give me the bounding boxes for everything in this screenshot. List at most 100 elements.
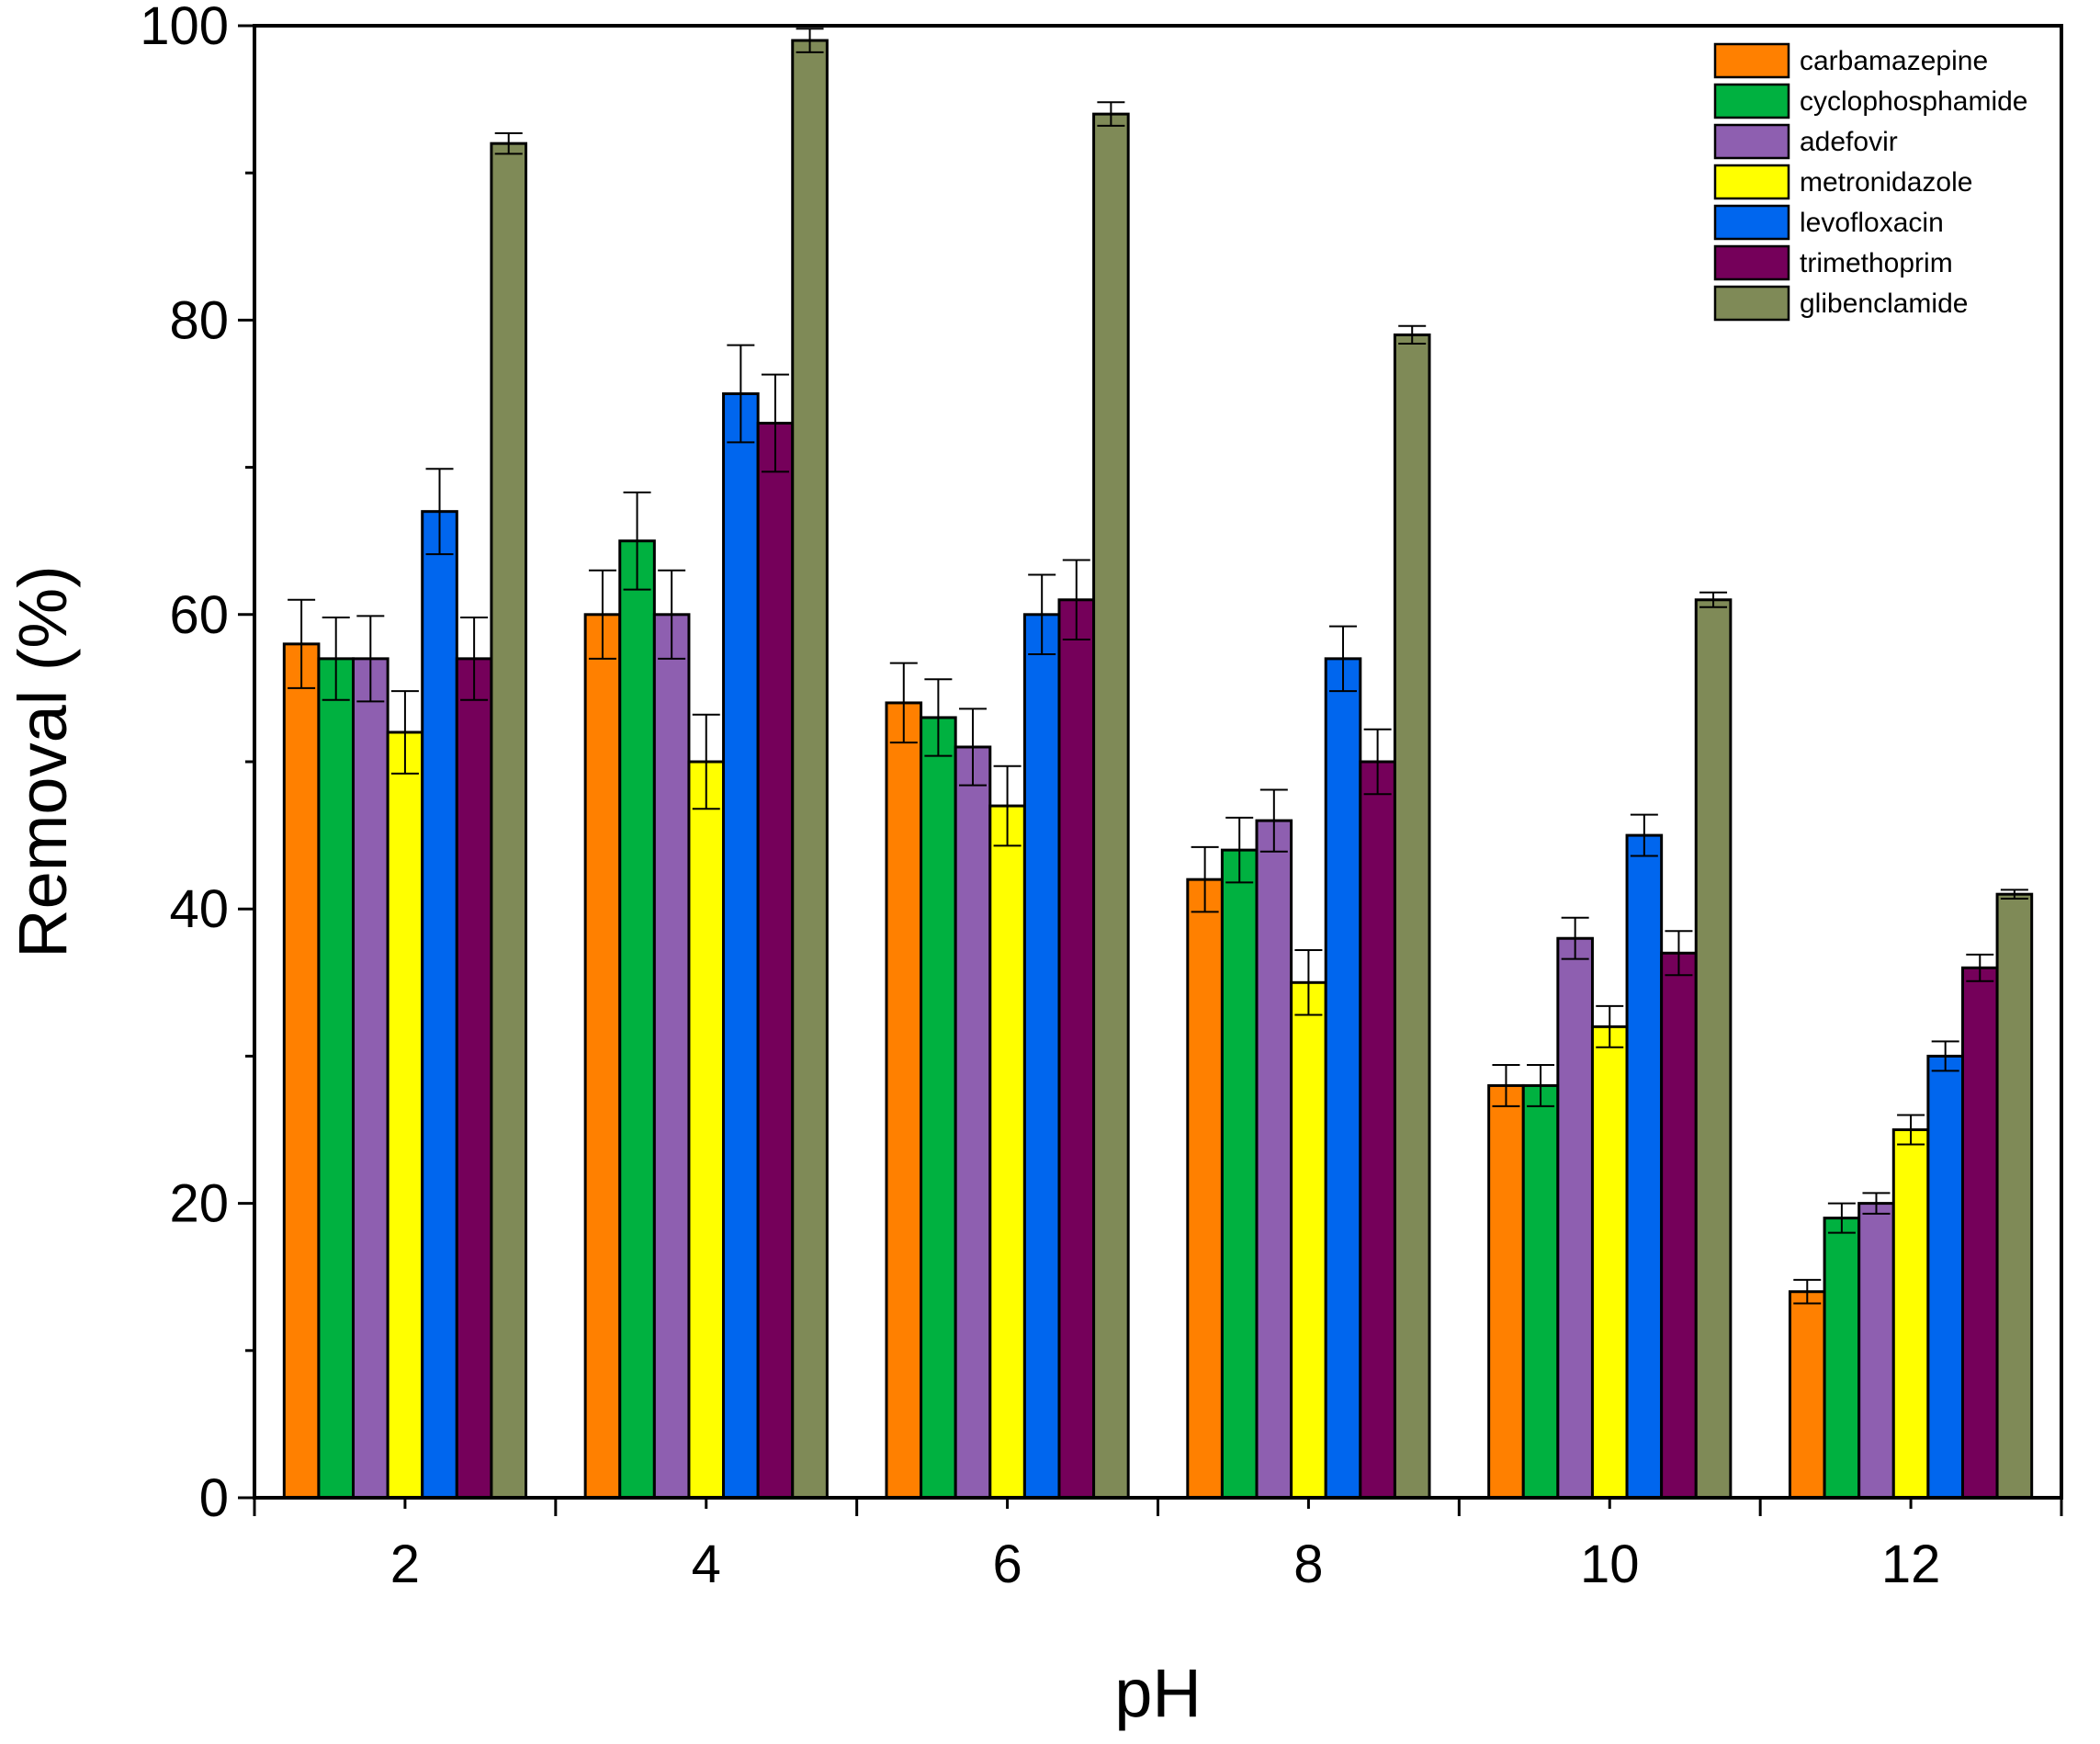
error-bar-glibenclamide-ph-6 xyxy=(1097,101,1125,127)
error-bar-metronidazole-ph-12 xyxy=(1897,1114,1925,1146)
bar-trimethoprim-ph-6 xyxy=(1057,598,1096,1500)
bar-cyclophosphamide-ph-6 xyxy=(920,716,957,1500)
bar-carbamazepine-ph-8 xyxy=(1186,878,1224,1500)
error-bar-trimethoprim-ph-12 xyxy=(1966,953,1994,982)
error-bar-levofloxacin-ph-6 xyxy=(1028,573,1056,656)
error-bar-cyclophosphamide-ph-4 xyxy=(623,491,651,591)
x-tick-label-4: 4 xyxy=(692,1534,721,1594)
y-tick-label-100: 100 xyxy=(140,0,229,56)
bar-cyclophosphamide-ph-12 xyxy=(1823,1217,1861,1500)
y-axis-title: Removal (%) xyxy=(5,565,81,958)
bar-glibenclamide-ph-6 xyxy=(1092,112,1130,1500)
axes-layer: 0 20 40 60 80 100 2 4 6 8 10 12 xyxy=(140,0,2063,1594)
legend-label-carbamazepine: carbamazepine xyxy=(1800,46,1988,76)
error-bar-adefovir-ph-12 xyxy=(1862,1192,1891,1215)
bar-carbamazepine-ph-6 xyxy=(885,701,923,1500)
bar-cyclophosphamide-ph-2 xyxy=(317,657,356,1500)
error-bar-metronidazole-ph-8 xyxy=(1294,949,1323,1016)
bar-adefovir-ph-12 xyxy=(1857,1202,1895,1500)
error-bar-carbamazepine-ph-6 xyxy=(889,662,918,744)
error-bar-cyclophosphamide-ph-2 xyxy=(322,617,350,701)
x-tick-label-6: 6 xyxy=(992,1534,1022,1594)
error-bar-cyclophosphamide-ph-6 xyxy=(924,678,953,757)
y-tick-label-20: 20 xyxy=(169,1174,229,1234)
bar-adefovir-ph-4 xyxy=(652,613,691,1500)
error-bar-levofloxacin-ph-4 xyxy=(727,344,755,444)
error-bar-metronidazole-ph-10 xyxy=(1596,1004,1624,1048)
bar-levofloxacin-ph-2 xyxy=(421,510,458,1500)
bar-glibenclamide-ph-12 xyxy=(1995,892,2034,1500)
error-bar-adefovir-ph-2 xyxy=(356,615,385,703)
error-bar-adefovir-ph-4 xyxy=(658,569,686,660)
error-bar-metronidazole-ph-2 xyxy=(390,690,419,775)
bar-levofloxacin-ph-8 xyxy=(1324,657,1362,1500)
error-bar-cyclophosphamide-ph-10 xyxy=(1527,1064,1555,1107)
error-bar-carbamazepine-ph-8 xyxy=(1191,845,1219,913)
error-bar-carbamazepine-ph-10 xyxy=(1492,1064,1520,1107)
error-bar-levofloxacin-ph-2 xyxy=(425,468,454,556)
error-bar-carbamazepine-ph-2 xyxy=(288,598,316,689)
bar-glibenclamide-ph-2 xyxy=(490,142,528,1500)
bar-levofloxacin-ph-4 xyxy=(722,392,760,1500)
error-bar-cyclophosphamide-ph-12 xyxy=(1827,1202,1856,1234)
bar-carbamazepine-ph-10 xyxy=(1487,1083,1525,1500)
bar-levofloxacin-ph-10 xyxy=(1625,833,1664,1500)
bar-carbamazepine-ph-2 xyxy=(282,642,321,1500)
bar-metronidazole-ph-4 xyxy=(687,760,726,1500)
error-bar-glibenclamide-ph-8 xyxy=(1398,324,1427,345)
error-bar-trimethoprim-ph-10 xyxy=(1665,930,1693,977)
bars-layer xyxy=(282,39,2034,1500)
y-tick-label-40: 40 xyxy=(169,879,229,939)
bar-metronidazole-ph-12 xyxy=(1891,1128,1930,1500)
error-bar-glibenclamide-ph-2 xyxy=(494,131,523,155)
legend-label-glibenclamide: glibenclamide xyxy=(1800,289,1968,319)
legend-label-levofloxacin: levofloxacin xyxy=(1800,208,1944,238)
x-tick-label-2: 2 xyxy=(390,1534,420,1594)
error-bars-layer xyxy=(288,28,2028,1305)
error-bar-trimethoprim-ph-6 xyxy=(1062,559,1090,641)
legend-label-cyclophosphamide: cyclophosphamide xyxy=(1800,86,2027,117)
error-bar-trimethoprim-ph-8 xyxy=(1363,728,1392,796)
error-bar-levofloxacin-ph-8 xyxy=(1329,625,1358,693)
error-bar-glibenclamide-ph-10 xyxy=(1699,591,1728,608)
bar-cyclophosphamide-ph-4 xyxy=(618,539,656,1500)
error-bar-adefovir-ph-6 xyxy=(958,708,987,787)
error-bar-adefovir-ph-10 xyxy=(1561,916,1589,960)
bar-trimethoprim-ph-4 xyxy=(756,422,795,1500)
legend-label-adefovir: adefovir xyxy=(1800,127,1898,157)
bar-cyclophosphamide-ph-8 xyxy=(1220,848,1259,1500)
error-bar-trimethoprim-ph-2 xyxy=(460,617,489,701)
bar-carbamazepine-ph-4 xyxy=(583,613,622,1500)
bar-glibenclamide-ph-8 xyxy=(1393,333,1431,1500)
error-bar-levofloxacin-ph-10 xyxy=(1630,813,1658,857)
bar-adefovir-ph-6 xyxy=(954,745,992,1500)
error-bar-cyclophosphamide-ph-8 xyxy=(1225,816,1254,884)
error-bar-metronidazole-ph-4 xyxy=(692,713,720,810)
bar-adefovir-ph-8 xyxy=(1255,819,1293,1500)
bar-trimethoprim-ph-12 xyxy=(1960,966,1999,1500)
legend-swatch-trimethoprim xyxy=(1713,244,1790,281)
legend-swatch-cyclophosphamide xyxy=(1713,83,1790,119)
bar-adefovir-ph-2 xyxy=(352,657,390,1500)
legend-swatch-carbamazepine xyxy=(1713,42,1790,79)
bar-trimethoprim-ph-8 xyxy=(1359,760,1396,1500)
legend-swatch-glibenclamide xyxy=(1713,285,1790,322)
bar-levofloxacin-ph-12 xyxy=(1926,1054,1964,1500)
y-tick-label-60: 60 xyxy=(169,585,229,645)
error-bar-glibenclamide-ph-4 xyxy=(796,28,824,53)
error-bar-glibenclamide-ph-12 xyxy=(2000,889,2028,900)
legend: carbamazepine cyclophosphamide adefovir met… xyxy=(1713,42,2027,322)
error-bar-trimethoprim-ph-4 xyxy=(761,373,789,473)
y-tick-label-80: 80 xyxy=(169,290,229,350)
x-axis-title: pH xyxy=(1114,1655,1202,1731)
bar-adefovir-ph-10 xyxy=(1556,936,1594,1500)
legend-swatch-levofloxacin xyxy=(1713,204,1790,241)
bar-levofloxacin-ph-6 xyxy=(1022,613,1061,1500)
legend-swatch-adefovir xyxy=(1713,123,1790,160)
x-tick-label-12: 12 xyxy=(1881,1534,1941,1594)
bar-metronidazole-ph-2 xyxy=(386,730,424,1500)
y-tick-label-0: 0 xyxy=(199,1468,229,1528)
bar-cyclophosphamide-ph-10 xyxy=(1521,1083,1560,1500)
error-bar-carbamazepine-ph-4 xyxy=(588,569,616,660)
